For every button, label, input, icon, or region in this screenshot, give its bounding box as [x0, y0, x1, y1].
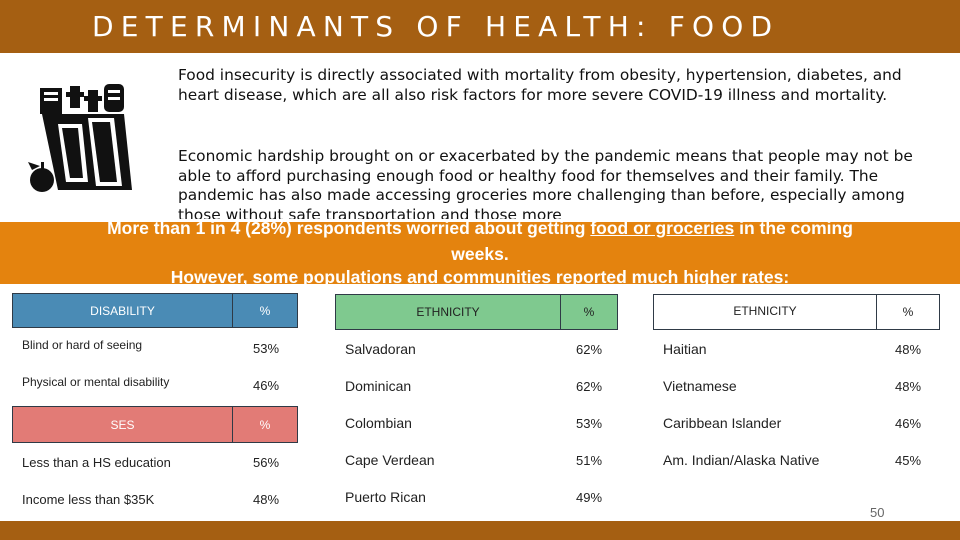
page-number: 50 [870, 505, 885, 520]
table-row-label: Am. Indian/Alaska Native [663, 452, 820, 468]
intro-paragraph-1: Food insecurity is directly associated w… [178, 66, 902, 104]
table-row-label: Puerto Rican [345, 489, 426, 505]
table-row-value: 56% [252, 454, 280, 470]
grocery-bag-icon [18, 70, 148, 200]
ethnicity-pct-header-2: % [876, 294, 940, 330]
table-row-label: Salvadoran [345, 341, 416, 357]
table-row-label: Caribbean Islander [663, 415, 782, 431]
banner-text: More than 1 in 4 (28%) respondents worri… [107, 222, 591, 238]
table-row-label: Blind or hard of seeing [22, 338, 143, 352]
banner-line-3: However, some populations and communitie… [170, 267, 790, 284]
ethnicity-header-2: ETHNICITY [653, 294, 877, 330]
ses-pct-header: % [232, 406, 298, 443]
disability-pct-header: % [232, 293, 298, 328]
banner-line-1: More than 1 in 4 (28%) respondents worri… [0, 222, 960, 239]
ses-header: SES [12, 406, 233, 443]
table-row-value: 48% [252, 491, 280, 507]
title-bar [0, 0, 960, 53]
table-row-label: Cape Verdean [345, 452, 435, 468]
table-row-label: Physical or mental disability [22, 375, 170, 389]
table-row-value: 46% [894, 415, 922, 431]
banner-underlined-text: food or groceries [590, 222, 735, 238]
table-row-label: Colombian [345, 415, 412, 431]
disability-header: DISABILITY [12, 293, 233, 328]
table-row-value: 62% [575, 341, 603, 357]
page-title: DETERMINANTS OF HEALTH: FOOD [92, 10, 780, 43]
highlight-banner: More than 1 in 4 (28%) respondents worri… [0, 222, 960, 284]
table-row-value: 45% [894, 452, 922, 468]
table-row-label: Income less than $35K [22, 491, 155, 507]
table-row-value: 48% [894, 378, 922, 394]
table-row-label: Vietnamese [663, 378, 737, 394]
table-row-value: 49% [575, 489, 603, 505]
table-row-label: Less than a HS education [22, 454, 171, 470]
ethnicity-pct-header-1: % [560, 294, 618, 330]
table-row-value: 53% [575, 415, 603, 431]
table-row-label: Haitian [663, 341, 707, 357]
table-row-value: 46% [252, 377, 280, 393]
footer-bar [0, 521, 960, 540]
ethnicity-header-1: ETHNICITY [335, 294, 561, 330]
banner-text: in the coming [734, 222, 853, 238]
banner-line-2: weeks. [451, 244, 509, 264]
table-row-value: 62% [575, 378, 603, 394]
table-row-label: Dominican [345, 378, 412, 394]
table-row-value: 51% [575, 452, 603, 468]
table-row-value: 48% [894, 341, 922, 357]
intro-paragraph-2: Economic hardship brought on or exacerba… [178, 147, 913, 219]
table-row-value: 53% [252, 340, 280, 356]
